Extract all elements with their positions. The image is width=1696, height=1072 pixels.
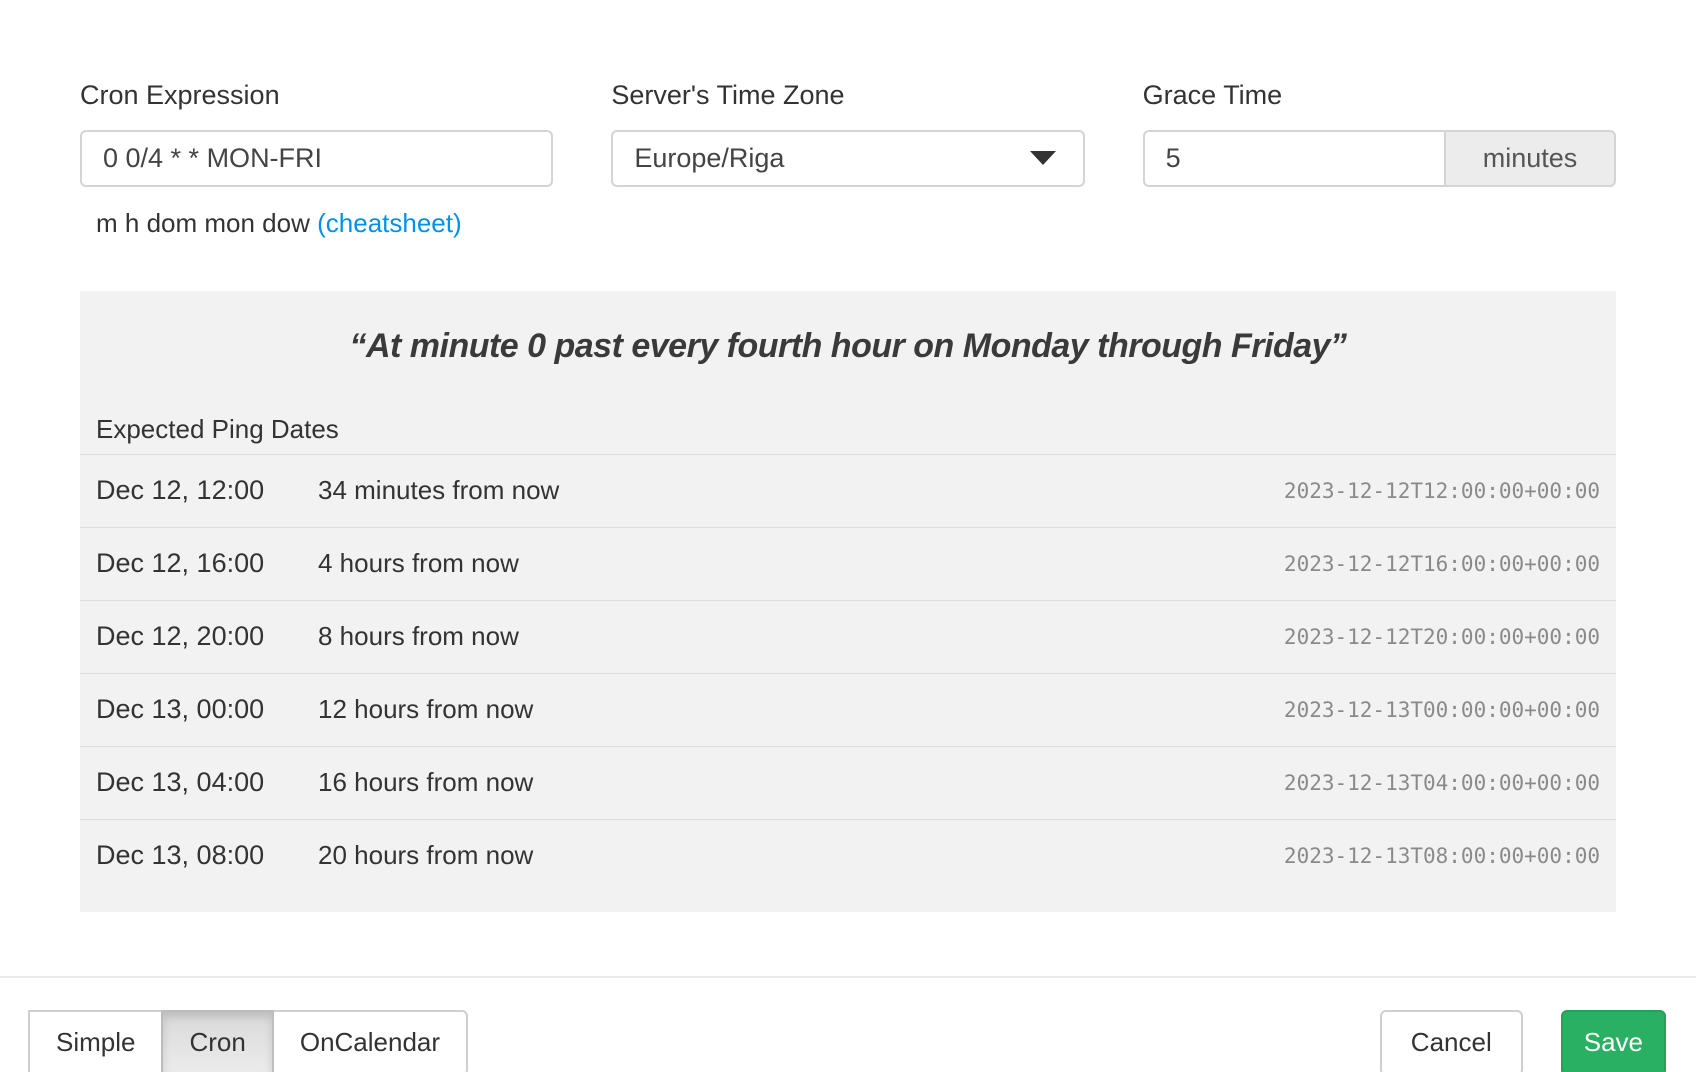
cron-description-text: “At minute 0 past every fourth hour on M… [349,326,1347,365]
cron-help-text: m h dom mon dow [96,207,310,238]
mode-button[interactable]: Simple [28,1009,164,1072]
dialog-footer: Simple Cron OnCalendar Cancel Save [0,978,1696,1072]
ping-row: Dec 12, 16:00 4 hours from now 2023-12-1… [80,526,1616,600]
ping-date: Dec 13, 00:00 [96,694,265,725]
ping-relative-time: 34 minutes from now [318,475,560,506]
ping-row: Dec 13, 08:00 20 hours from now 2023-12-… [80,818,1616,892]
ping-iso-timestamp: 2023-12-12T20:00:00+00:00 [1283,624,1600,649]
timezone-select[interactable]: Europe/Riga [611,129,1085,187]
grace-time-input-group: minutes [1142,129,1616,187]
ping-row: Dec 12, 20:00 8 hours from now 2023-12-1… [80,599,1616,673]
timezone-field-group: Server's Time Zone Europe/Riga [611,80,1085,239]
ping-iso-timestamp: 2023-12-13T04:00:00+00:00 [1283,770,1600,795]
ping-row: Dec 12, 12:00 34 minutes from now 2023-1… [80,453,1616,527]
chevron-down-icon [1029,151,1056,166]
footer-divider [0,975,1696,978]
cron-expression-input[interactable] [80,129,554,187]
timezone-selected-value: Europe/Riga [634,142,785,173]
cron-expression-label: Cron Expression [80,80,280,110]
cron-help-line: m h dom mon dow (cheatsheet) [80,208,553,239]
schedule-mode-switcher: Simple Cron OnCalendar [28,1009,469,1072]
grace-time-field-group: Grace Time minutes [1142,80,1616,239]
grace-time-label: Grace Time [1142,80,1283,110]
ping-iso-timestamp: 2023-12-12T12:00:00+00:00 [1283,478,1600,503]
cancel-button[interactable]: Cancel [1379,1009,1523,1072]
ping-iso-timestamp: 2023-12-12T16:00:00+00:00 [1283,551,1600,576]
grace-time-unit-addon: minutes [1445,129,1616,187]
ping-relative-time: 4 hours from now [318,548,519,579]
cron-preview-panel: “At minute 0 past every fourth hour on M… [80,290,1616,912]
expected-ping-table: Dec 12, 12:00 34 minutes from now 2023-1… [80,453,1616,892]
ping-date: Dec 13, 08:00 [96,840,265,871]
ping-relative-time: 20 hours from now [318,840,534,871]
ping-relative-time: 16 hours from now [318,767,534,798]
cron-dialog-body: Cron Expression m h dom mon dow (cheatsh… [80,80,1616,912]
ping-date: Dec 12, 20:00 [96,621,265,652]
expected-ping-dates-heading: Expected Ping Dates [96,413,339,444]
ping-row: Dec 13, 04:00 16 hours from now 2023-12-… [80,745,1616,819]
mode-button[interactable]: OnCalendar [271,1009,469,1072]
cheatsheet-link[interactable]: (cheatsheet) [317,207,462,238]
footer-actions: Cancel Save [1379,1009,1666,1072]
grace-time-input[interactable] [1142,129,1446,187]
save-button[interactable]: Save [1560,1009,1666,1072]
ping-date: Dec 12, 16:00 [96,548,265,579]
ping-relative-time: 12 hours from now [318,694,534,725]
mode-button[interactable]: Cron [161,1009,274,1072]
ping-row: Dec 13, 00:00 12 hours from now 2023-12-… [80,672,1616,746]
ping-relative-time: 8 hours from now [318,621,519,652]
timezone-label: Server's Time Zone [611,80,845,110]
ping-iso-timestamp: 2023-12-13T00:00:00+00:00 [1283,697,1600,722]
cron-expression-field-group: Cron Expression m h dom mon dow (cheatsh… [80,80,554,239]
ping-date: Dec 13, 04:00 [96,767,265,798]
schedule-form-row: Cron Expression m h dom mon dow (cheatsh… [80,80,1616,239]
ping-date: Dec 12, 12:00 [96,475,265,506]
ping-iso-timestamp: 2023-12-13T08:00:00+00:00 [1283,843,1600,868]
